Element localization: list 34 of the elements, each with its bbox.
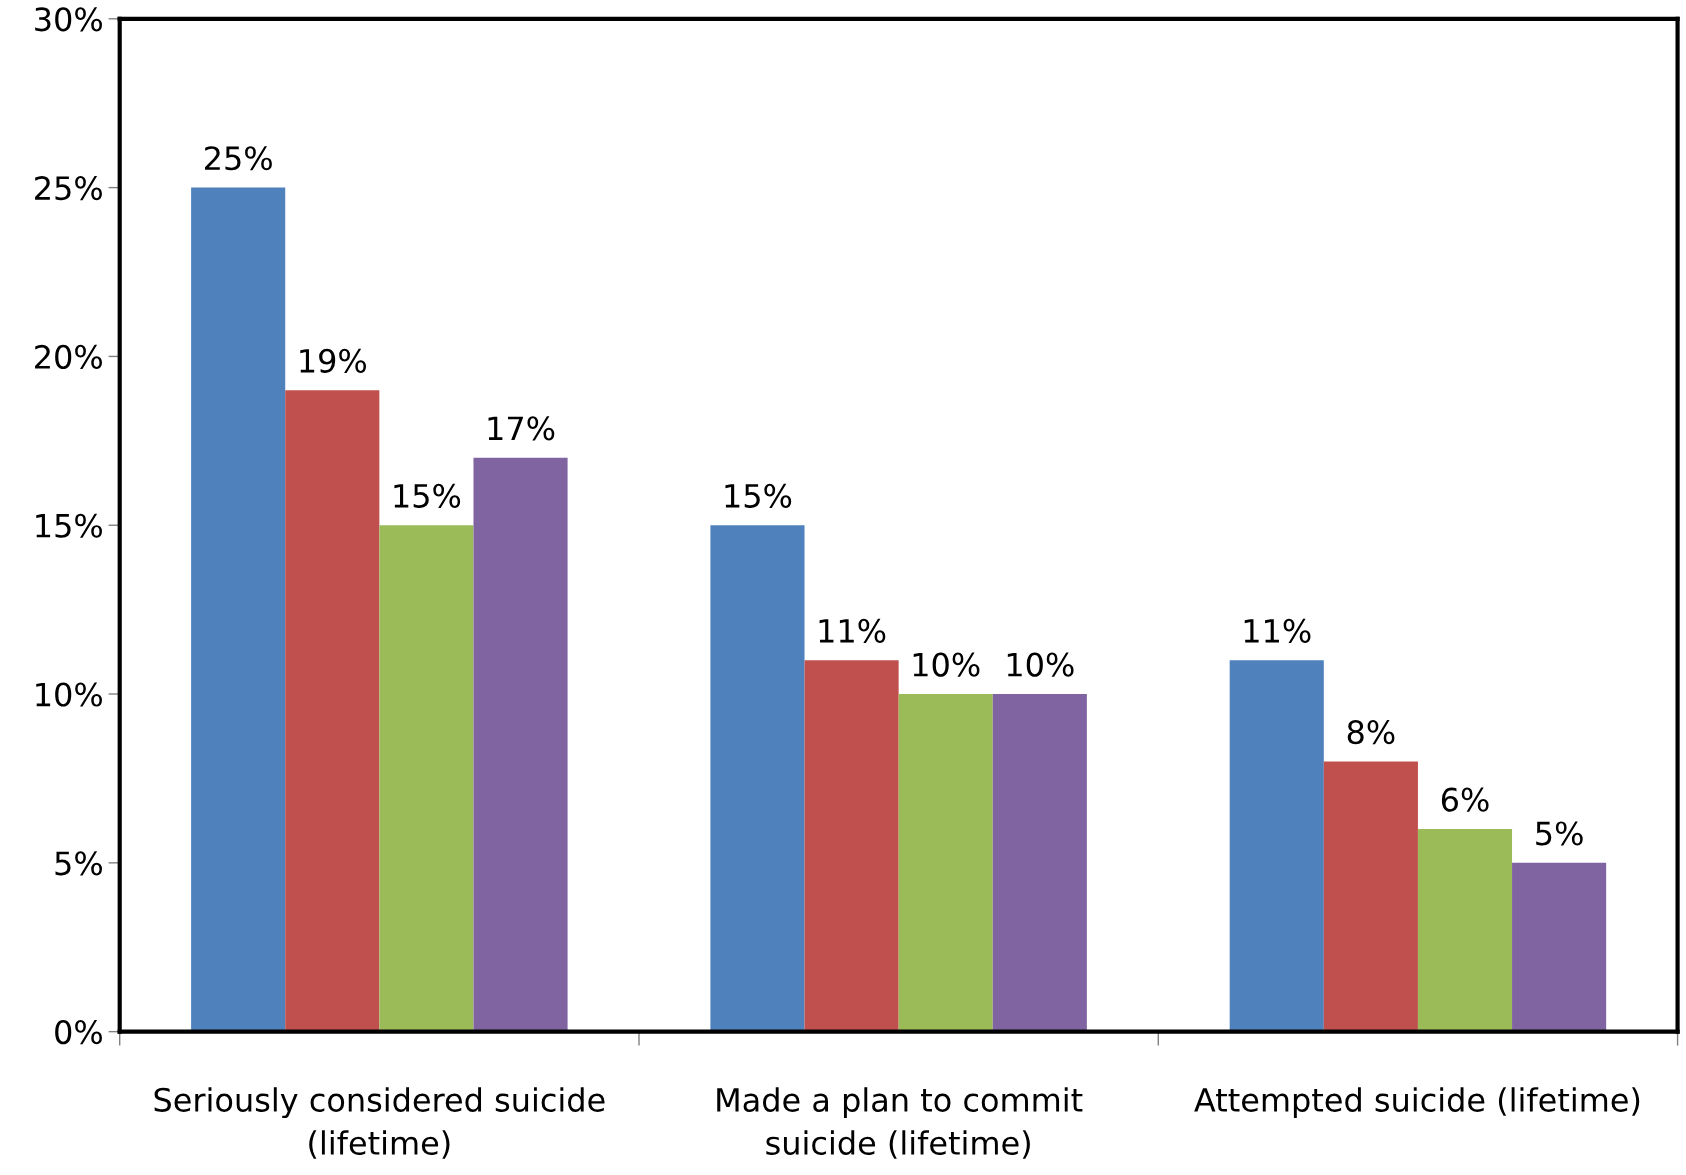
bar bbox=[1323, 761, 1418, 1032]
data-label: 11% bbox=[1244, 618, 1311, 643]
bar bbox=[379, 525, 474, 1032]
bar bbox=[191, 187, 286, 1032]
y-tick-label: 0% bbox=[55, 1020, 102, 1045]
data-label: 8% bbox=[1347, 720, 1395, 745]
data-label: 19% bbox=[300, 348, 367, 373]
bar bbox=[710, 525, 805, 1032]
bar bbox=[1512, 862, 1607, 1032]
bar bbox=[473, 457, 568, 1032]
data-label: 10% bbox=[913, 652, 980, 677]
y-tick-label: 25% bbox=[35, 176, 102, 201]
data-label: 15% bbox=[725, 483, 792, 508]
x-tick-label: Made a plan to commit suicide (lifetime) bbox=[717, 1087, 1083, 1159]
data-label: 11% bbox=[819, 618, 886, 643]
y-tick-label: 30% bbox=[35, 7, 102, 32]
y-tick-label: 5% bbox=[55, 851, 102, 876]
data-label: 10% bbox=[1007, 652, 1074, 677]
y-tick-label: 10% bbox=[36, 682, 102, 707]
y-tick-label: 20% bbox=[35, 344, 102, 370]
bar bbox=[804, 660, 899, 1032]
bar bbox=[992, 694, 1087, 1032]
y-tick-label: 15% bbox=[36, 513, 102, 538]
data-label: 6% bbox=[1441, 787, 1489, 812]
data-label: 25% bbox=[205, 146, 272, 171]
x-tick-label: Attempted suicide (lifetime) bbox=[1194, 1087, 1640, 1119]
bar bbox=[1229, 660, 1324, 1032]
data-label: 15% bbox=[394, 483, 461, 508]
bar bbox=[898, 694, 993, 1032]
x-tick-label: Seriously considered suicide (lifetime) bbox=[154, 1087, 605, 1159]
data-label: 17% bbox=[488, 416, 555, 441]
bar bbox=[285, 390, 380, 1032]
data-label: 5% bbox=[1536, 821, 1583, 846]
bar bbox=[1417, 829, 1513, 1032]
